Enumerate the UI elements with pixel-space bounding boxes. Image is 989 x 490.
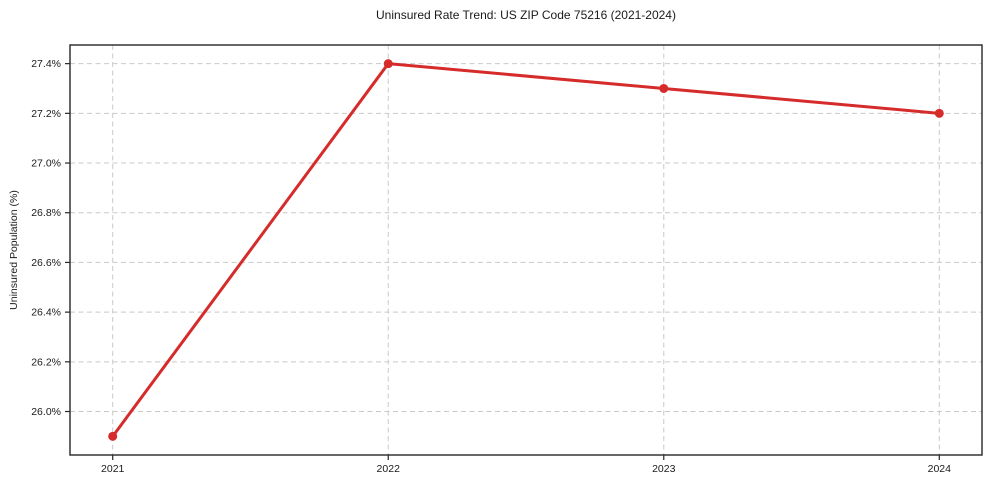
y-axis-title: Uninsured Population (%) — [8, 190, 20, 310]
trend-line — [111, 62, 941, 438]
y-tick-label: 27.4% — [31, 58, 61, 70]
x-tick-label: 2022 — [377, 463, 401, 475]
y-tick-label: 27.2% — [31, 108, 61, 120]
data-point-marker — [108, 431, 118, 441]
y-tick-label: 26.8% — [31, 207, 61, 219]
y-tick-label: 26.0% — [31, 406, 61, 418]
y-tick-label: 26.2% — [31, 356, 61, 368]
x-tick-label: 2024 — [928, 463, 952, 475]
plot-border — [69, 44, 983, 456]
y-tick-label: 27.0% — [31, 158, 61, 170]
data-point-marker — [659, 83, 669, 93]
y-tick-label: 26.6% — [31, 257, 61, 269]
x-tick-label: 2021 — [101, 463, 125, 475]
data-point-marker — [383, 59, 393, 69]
y-tick-label: 26.4% — [31, 307, 61, 319]
x-tick-label: 2023 — [652, 463, 676, 475]
data-point-marker — [934, 108, 944, 118]
chart-title: Uninsured Rate Trend: US ZIP Code 75216 … — [376, 8, 676, 22]
